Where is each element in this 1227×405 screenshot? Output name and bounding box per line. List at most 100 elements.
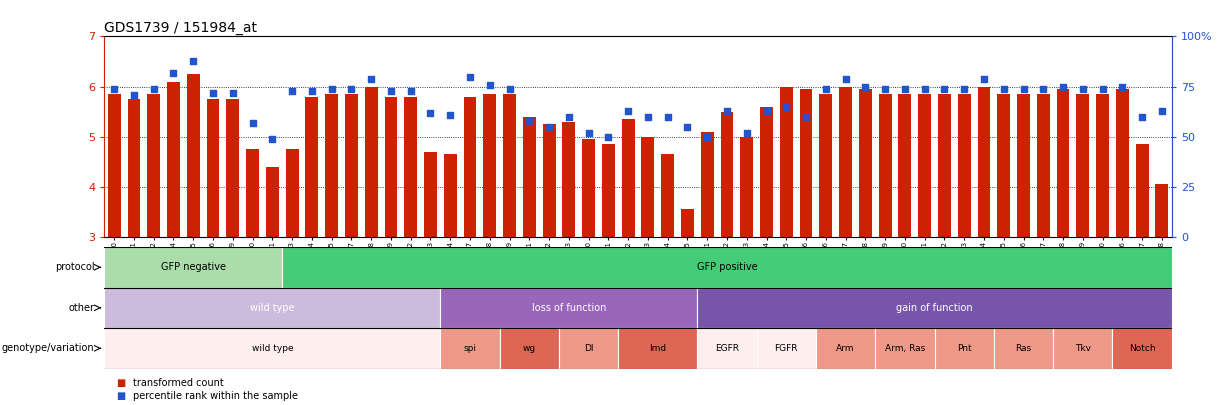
Bar [1076, 94, 1090, 237]
Point [243, 119, 263, 126]
Bar [994, 328, 1053, 369]
Point [955, 85, 974, 92]
Point [104, 85, 124, 92]
Point [658, 113, 677, 120]
Text: GFP positive: GFP positive [697, 262, 757, 272]
Point [539, 124, 558, 130]
Bar [642, 137, 654, 237]
Point [994, 85, 1014, 92]
Point [757, 107, 777, 114]
Bar [998, 94, 1010, 237]
Bar [697, 328, 757, 369]
Bar [618, 328, 697, 369]
Point [875, 85, 894, 92]
Bar [104, 247, 282, 288]
Text: spi: spi [464, 344, 476, 353]
Bar [562, 122, 575, 237]
Point [124, 92, 144, 98]
Bar [167, 81, 180, 237]
Bar [345, 94, 358, 237]
Bar [780, 87, 793, 237]
Text: FGFR: FGFR [774, 344, 798, 353]
Text: GFP negative: GFP negative [161, 262, 226, 272]
Point [1053, 83, 1072, 90]
Bar [542, 124, 556, 237]
Bar [582, 139, 595, 237]
Point [321, 85, 341, 92]
Bar [128, 99, 140, 237]
Point [1113, 83, 1133, 90]
Point [499, 85, 519, 92]
Point [440, 111, 460, 118]
Text: ■: ■ [117, 391, 126, 401]
Bar [364, 87, 378, 237]
Point [421, 109, 440, 116]
Point [282, 87, 302, 94]
Bar [503, 94, 517, 237]
Point [816, 85, 836, 92]
Bar [147, 94, 161, 237]
Point [1014, 85, 1033, 92]
Point [796, 113, 816, 120]
Bar [187, 74, 200, 237]
Point [1033, 85, 1053, 92]
Point [263, 135, 282, 142]
Bar [760, 107, 773, 237]
Text: Dl: Dl [584, 344, 594, 353]
Point [599, 134, 618, 140]
Text: EGFR: EGFR [715, 344, 739, 353]
Bar [483, 94, 496, 237]
Point [382, 87, 401, 94]
Point [737, 130, 757, 136]
Bar [1156, 184, 1168, 237]
Text: other: other [69, 303, 94, 313]
Point [480, 81, 499, 88]
Bar [757, 328, 816, 369]
Text: gain of function: gain of function [896, 303, 973, 313]
Bar [104, 288, 440, 328]
Bar [1113, 328, 1172, 369]
Bar [1037, 94, 1050, 237]
Point [1152, 107, 1172, 114]
Bar [740, 137, 753, 237]
Text: Arm: Arm [837, 344, 855, 353]
Bar [898, 94, 912, 237]
Bar [1136, 144, 1148, 237]
Point [915, 85, 935, 92]
Bar [266, 167, 279, 237]
Bar [622, 119, 634, 237]
Bar [958, 94, 971, 237]
Text: Notch: Notch [1129, 344, 1156, 353]
Text: Pnt: Pnt [957, 344, 972, 353]
Point [1093, 85, 1113, 92]
Bar [560, 328, 618, 369]
Point [401, 87, 421, 94]
Point [638, 113, 658, 120]
Text: protocol: protocol [55, 262, 94, 272]
Bar [286, 149, 298, 237]
Bar [306, 96, 318, 237]
Text: Imd: Imd [649, 344, 666, 353]
Point [560, 113, 579, 120]
Bar [206, 99, 220, 237]
Point [460, 73, 480, 80]
Text: wild type: wild type [250, 303, 294, 313]
Point [935, 85, 955, 92]
Point [717, 107, 736, 114]
Bar [701, 132, 714, 237]
Point [361, 75, 380, 82]
Bar [1056, 89, 1070, 237]
Point [974, 75, 994, 82]
Bar [681, 209, 694, 237]
Bar [661, 154, 674, 237]
Bar [444, 154, 456, 237]
Text: loss of function: loss of function [531, 303, 606, 313]
Bar [1115, 89, 1129, 237]
Text: transformed count: transformed count [133, 378, 223, 388]
Bar [839, 87, 852, 237]
Bar [937, 94, 951, 237]
Bar [523, 117, 536, 237]
Point [697, 134, 717, 140]
Point [677, 124, 697, 130]
Bar [247, 149, 259, 237]
